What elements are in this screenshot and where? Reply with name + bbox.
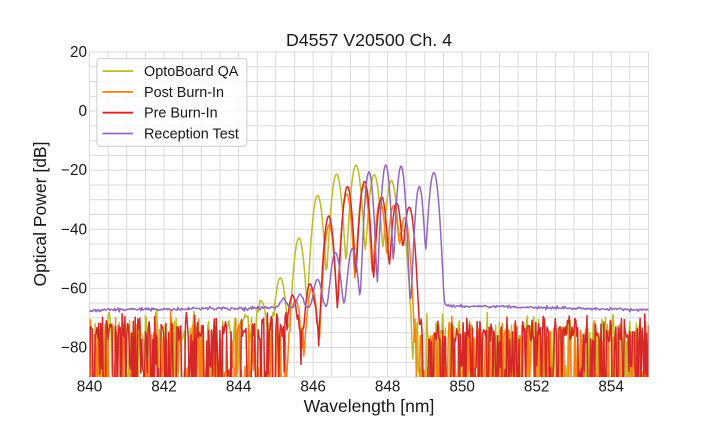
svg-text:Reception Test: Reception Test bbox=[144, 127, 239, 143]
svg-text:−80: −80 bbox=[61, 340, 87, 357]
svg-text:−60: −60 bbox=[61, 280, 87, 297]
svg-text:−40: −40 bbox=[61, 221, 87, 238]
svg-text:840: 840 bbox=[77, 379, 103, 396]
svg-text:20: 20 bbox=[70, 44, 87, 61]
svg-text:Pre Burn-In: Pre Burn-In bbox=[144, 106, 218, 122]
svg-text:846: 846 bbox=[300, 379, 326, 396]
svg-text:852: 852 bbox=[524, 379, 550, 396]
svg-text:842: 842 bbox=[151, 379, 177, 396]
svg-text:D4557 V20500 Ch. 4: D4557 V20500 Ch. 4 bbox=[286, 30, 452, 50]
svg-text:Post Burn-In: Post Burn-In bbox=[144, 85, 224, 101]
svg-text:Wavelength [nm]: Wavelength [nm] bbox=[304, 396, 435, 416]
svg-text:0: 0 bbox=[78, 103, 87, 120]
svg-text:850: 850 bbox=[449, 379, 475, 396]
svg-text:848: 848 bbox=[375, 379, 401, 396]
svg-text:Optical Power [dB]: Optical Power [dB] bbox=[30, 142, 50, 287]
svg-text:844: 844 bbox=[226, 379, 252, 396]
svg-text:854: 854 bbox=[598, 379, 624, 396]
svg-text:OptoBoard QA: OptoBoard QA bbox=[144, 64, 239, 80]
svg-text:−20: −20 bbox=[61, 162, 87, 179]
